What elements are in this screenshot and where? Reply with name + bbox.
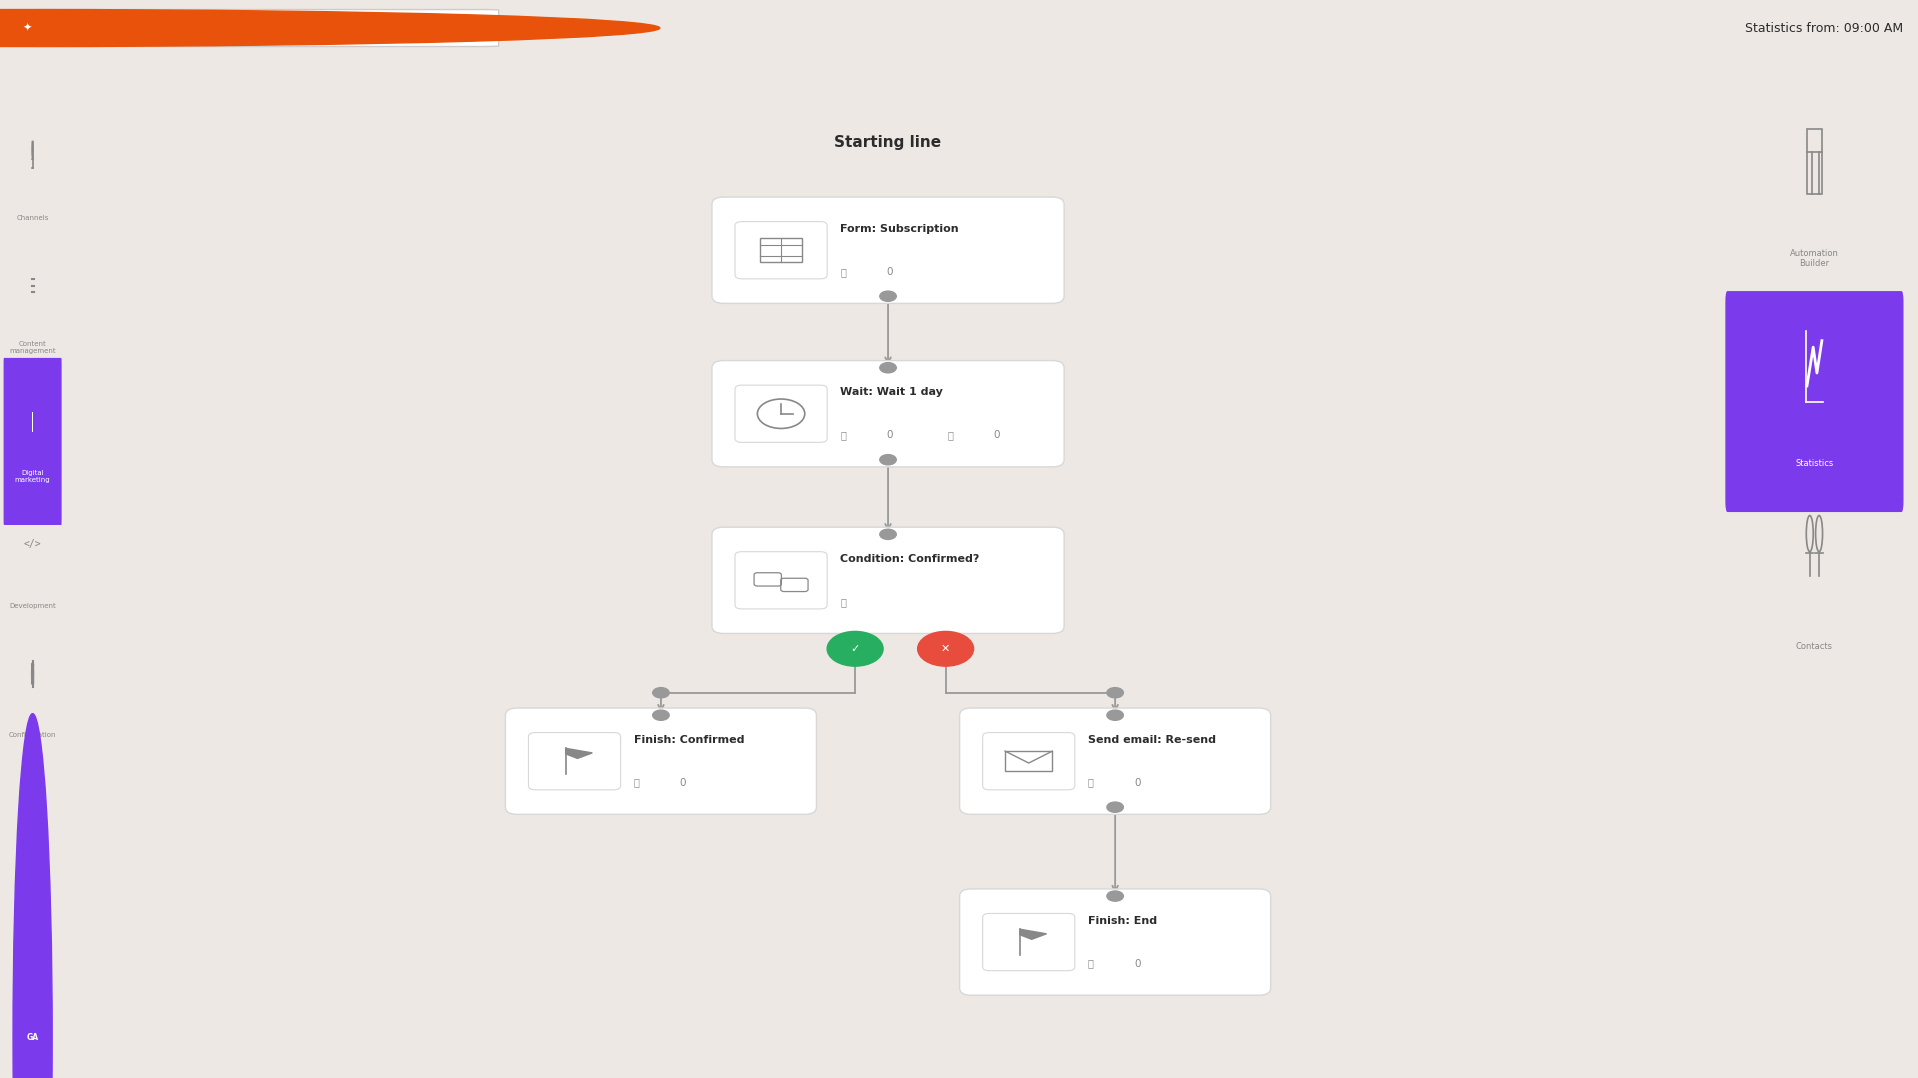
Circle shape bbox=[880, 362, 896, 373]
Text: GA: GA bbox=[27, 1033, 38, 1041]
FancyBboxPatch shape bbox=[4, 358, 61, 525]
Circle shape bbox=[880, 529, 896, 539]
Text: Statistics from: 09:00 AM: Statistics from: 09:00 AM bbox=[1745, 22, 1903, 34]
FancyBboxPatch shape bbox=[982, 733, 1074, 790]
Circle shape bbox=[1107, 688, 1124, 697]
Text: Form: Subscription: Form: Subscription bbox=[840, 224, 959, 234]
Text: Contacts: Contacts bbox=[1795, 642, 1834, 651]
Text: 0: 0 bbox=[994, 430, 999, 440]
Text: Statistics: Statistics bbox=[1795, 459, 1834, 468]
FancyBboxPatch shape bbox=[1726, 291, 1903, 512]
FancyBboxPatch shape bbox=[735, 385, 827, 442]
Text: Finish: Confirmed: Finish: Confirmed bbox=[633, 735, 744, 745]
Circle shape bbox=[917, 632, 974, 666]
Circle shape bbox=[1107, 710, 1124, 720]
FancyBboxPatch shape bbox=[529, 733, 621, 790]
FancyBboxPatch shape bbox=[506, 708, 817, 814]
Polygon shape bbox=[1020, 929, 1047, 939]
Text: Channels: Channels bbox=[17, 215, 48, 221]
Text: 0: 0 bbox=[886, 266, 894, 277]
FancyBboxPatch shape bbox=[712, 197, 1064, 303]
Text: 0: 0 bbox=[1134, 958, 1141, 968]
Text: 👤: 👤 bbox=[633, 777, 641, 788]
Text: Starting line: Starting line bbox=[834, 136, 942, 151]
Text: 0: 0 bbox=[679, 777, 687, 788]
FancyBboxPatch shape bbox=[712, 527, 1064, 634]
FancyBboxPatch shape bbox=[959, 889, 1270, 995]
Text: 👤: 👤 bbox=[840, 430, 846, 440]
Text: 0: 0 bbox=[1134, 777, 1141, 788]
Circle shape bbox=[652, 688, 669, 697]
Text: 👤: 👤 bbox=[1088, 777, 1093, 788]
Text: 👤: 👤 bbox=[840, 266, 846, 277]
Text: ✓: ✓ bbox=[850, 644, 859, 653]
Text: 👤: 👤 bbox=[840, 597, 846, 607]
Circle shape bbox=[13, 714, 52, 1078]
Text: Development: Development bbox=[10, 603, 56, 609]
Text: 🕐: 🕐 bbox=[947, 430, 953, 440]
Text: ✕: ✕ bbox=[942, 644, 949, 653]
FancyBboxPatch shape bbox=[712, 361, 1064, 467]
Text: Send email: Re-send: Send email: Re-send bbox=[1088, 735, 1216, 745]
Circle shape bbox=[880, 455, 896, 465]
Text: 👤: 👤 bbox=[1088, 958, 1093, 968]
FancyBboxPatch shape bbox=[735, 222, 827, 279]
Text: ⓘ: ⓘ bbox=[29, 985, 36, 998]
Text: 0: 0 bbox=[886, 430, 894, 440]
Circle shape bbox=[652, 710, 669, 720]
Text: Automation
Builder: Automation Builder bbox=[1789, 249, 1839, 268]
Circle shape bbox=[1107, 892, 1124, 901]
FancyBboxPatch shape bbox=[982, 913, 1074, 970]
Text: ✦: ✦ bbox=[23, 23, 31, 33]
Circle shape bbox=[827, 632, 882, 666]
FancyBboxPatch shape bbox=[735, 552, 827, 609]
Circle shape bbox=[0, 10, 660, 46]
Text: Condition: Confirmed?: Condition: Confirmed? bbox=[840, 554, 980, 564]
Circle shape bbox=[880, 291, 896, 302]
Text: ⌂: ⌂ bbox=[54, 20, 61, 33]
Text: Digital
marketing: Digital marketing bbox=[15, 470, 50, 483]
FancyBboxPatch shape bbox=[959, 708, 1270, 814]
Text: Wait: Wait 1 day: Wait: Wait 1 day bbox=[840, 387, 944, 398]
Text: ›  Automation  ›  List of automation processes  ›  Newsletter subscription chase: › Automation › List of automation proces… bbox=[71, 23, 579, 33]
FancyBboxPatch shape bbox=[29, 10, 499, 46]
Text: Content
management: Content management bbox=[10, 341, 56, 354]
Text: Configuration: Configuration bbox=[10, 732, 56, 738]
Text: </>: </> bbox=[23, 539, 42, 550]
Circle shape bbox=[1107, 802, 1124, 813]
Text: Finish: End: Finish: End bbox=[1088, 915, 1157, 926]
Polygon shape bbox=[566, 748, 593, 759]
